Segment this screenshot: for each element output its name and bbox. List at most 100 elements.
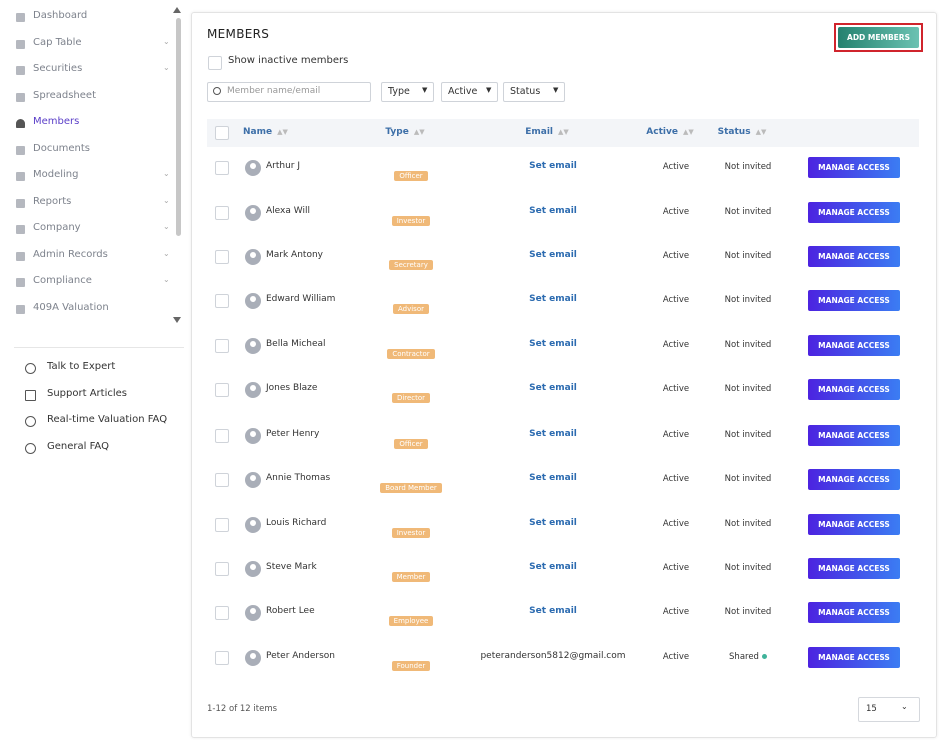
row-checkbox[interactable]: [215, 473, 229, 487]
scroll-down[interactable]: [172, 316, 182, 324]
manage-access-button[interactable]: MANAGE ACCESS: [808, 602, 900, 623]
manage-access-button[interactable]: MANAGE ACCESS: [808, 469, 900, 490]
filter-dropdown[interactable]: [503, 82, 565, 102]
filter-caret: ▼: [422, 86, 428, 94]
nav-item[interactable]: Modeling: [33, 169, 79, 180]
set-email-link[interactable]: Set email: [529, 562, 577, 572]
manage-access-button[interactable]: MANAGE ACCESS: [808, 246, 900, 267]
row-checkbox[interactable]: [215, 206, 229, 220]
help-link[interactable]: Talk to Expert: [47, 361, 116, 372]
nav-icon: [16, 225, 25, 234]
column-header[interactable]: Type ▲▼: [385, 127, 425, 137]
filter-dropdown[interactable]: [441, 82, 498, 102]
show-inactive-checkbox[interactable]: [208, 56, 222, 70]
nav-item[interactable]: Compliance: [33, 275, 92, 286]
page-size-select[interactable]: [858, 697, 920, 722]
nav-icon: [16, 92, 25, 102]
set-email-link[interactable]: Set email: [529, 161, 577, 171]
add-members-button[interactable]: ADD MEMBERS: [838, 27, 919, 48]
manage-access-button[interactable]: MANAGE ACCESS: [808, 379, 900, 400]
active-status: Active: [662, 384, 690, 394]
nav-icon: [16, 145, 25, 155]
set-email-link[interactable]: Set email: [529, 606, 577, 616]
set-email-link[interactable]: Set email: [529, 206, 577, 216]
row-checkbox[interactable]: [215, 606, 229, 620]
invite-status: Not invited: [724, 295, 772, 305]
nav-item[interactable]: Securities: [33, 63, 83, 74]
scroll-up[interactable]: [172, 6, 182, 14]
member-name: Louis Richard: [266, 518, 327, 528]
column-header[interactable]: Active ▲▼: [646, 127, 694, 137]
type-badge: Investor: [371, 520, 451, 539]
nav-icon: [16, 119, 25, 128]
nav-item[interactable]: Members: [33, 116, 80, 127]
nav-item[interactable]: Reports: [33, 195, 72, 207]
row-checkbox[interactable]: [215, 429, 229, 443]
manage-access-button[interactable]: MANAGE ACCESS: [808, 157, 900, 178]
type-badge-text: Member: [391, 572, 431, 582]
type-badge-text: Officer: [394, 171, 428, 181]
column-header[interactable]: Email ▲▼: [525, 127, 569, 137]
manage-access-button[interactable]: MANAGE ACCESS: [808, 425, 900, 446]
manage-access-button[interactable]: MANAGE ACCESS: [808, 290, 900, 311]
manage-access-button[interactable]: MANAGE ACCESS: [808, 335, 900, 356]
help-link[interactable]: Real-time Valuation FAQ: [47, 414, 168, 425]
avatar-head: [250, 608, 256, 614]
type-badge: Secretary: [371, 252, 451, 271]
select-all-checkbox[interactable]: [215, 126, 229, 140]
filter-caret: ▼: [486, 86, 492, 94]
divider: [14, 347, 184, 348]
row-checkbox[interactable]: [215, 518, 229, 532]
nav-item[interactable]: Company: [33, 222, 81, 233]
nav-item[interactable]: 409A Valuation: [33, 301, 109, 313]
avatar-head: [250, 564, 256, 570]
column-header[interactable]: Name ▲▼: [243, 127, 288, 137]
row-checkbox[interactable]: [215, 562, 229, 576]
avatar-head: [250, 252, 256, 258]
help-link[interactable]: Support Articles: [47, 387, 127, 399]
nav-item[interactable]: Spreadsheet: [33, 89, 96, 101]
nav-icon: [16, 39, 25, 49]
nav-item[interactable]: Dashboard: [33, 10, 88, 21]
row-checkbox[interactable]: [215, 383, 229, 397]
avatar-head: [250, 520, 256, 526]
invite-status: Not invited: [724, 519, 772, 529]
manage-access-button[interactable]: MANAGE ACCESS: [808, 647, 900, 668]
manage-access-button[interactable]: MANAGE ACCESS: [808, 514, 900, 535]
row-checkbox[interactable]: [215, 339, 229, 353]
member-name: Mark Antony: [266, 250, 323, 260]
set-email-link[interactable]: Set email: [529, 250, 577, 260]
filter-caret: ▼: [553, 86, 559, 94]
set-email-link[interactable]: Set email: [529, 294, 577, 304]
active-status: Active: [662, 474, 690, 484]
scrollbar[interactable]: [176, 18, 181, 236]
nav-item[interactable]: Cap Table: [33, 36, 82, 48]
type-badge: Employee: [371, 608, 451, 627]
avatar-head: [250, 475, 256, 481]
nav-item[interactable]: Documents: [33, 142, 91, 154]
search-box[interactable]: [207, 82, 371, 102]
set-email-link[interactable]: Set email: [529, 383, 577, 393]
row-checkbox[interactable]: [215, 651, 229, 665]
row-checkbox[interactable]: [215, 294, 229, 308]
nav-item[interactable]: Admin Records: [33, 248, 108, 260]
show-inactive-label[interactable]: Show inactive members: [228, 55, 349, 66]
filter-dropdown[interactable]: [381, 82, 434, 102]
help-link[interactable]: General FAQ: [47, 440, 109, 452]
set-email-link[interactable]: Set email: [529, 518, 577, 528]
row-checkbox[interactable]: [215, 161, 229, 175]
avatar-head: [250, 341, 256, 347]
manage-access-button[interactable]: MANAGE ACCESS: [808, 202, 900, 223]
type-badge: Contractor: [371, 341, 451, 360]
column-header[interactable]: Status ▲▼: [717, 127, 767, 137]
manage-access-button[interactable]: MANAGE ACCESS: [808, 558, 900, 579]
set-email-link[interactable]: Set email: [529, 473, 577, 483]
active-status: Active: [662, 519, 690, 529]
invite-status: Shared: [710, 652, 786, 662]
active-status: Active: [662, 251, 690, 261]
active-status: Active: [662, 563, 690, 573]
row-checkbox[interactable]: [215, 250, 229, 264]
set-email-link[interactable]: Set email: [529, 429, 577, 439]
set-email-link[interactable]: Set email: [529, 339, 577, 349]
type-badge: Officer: [371, 431, 451, 450]
